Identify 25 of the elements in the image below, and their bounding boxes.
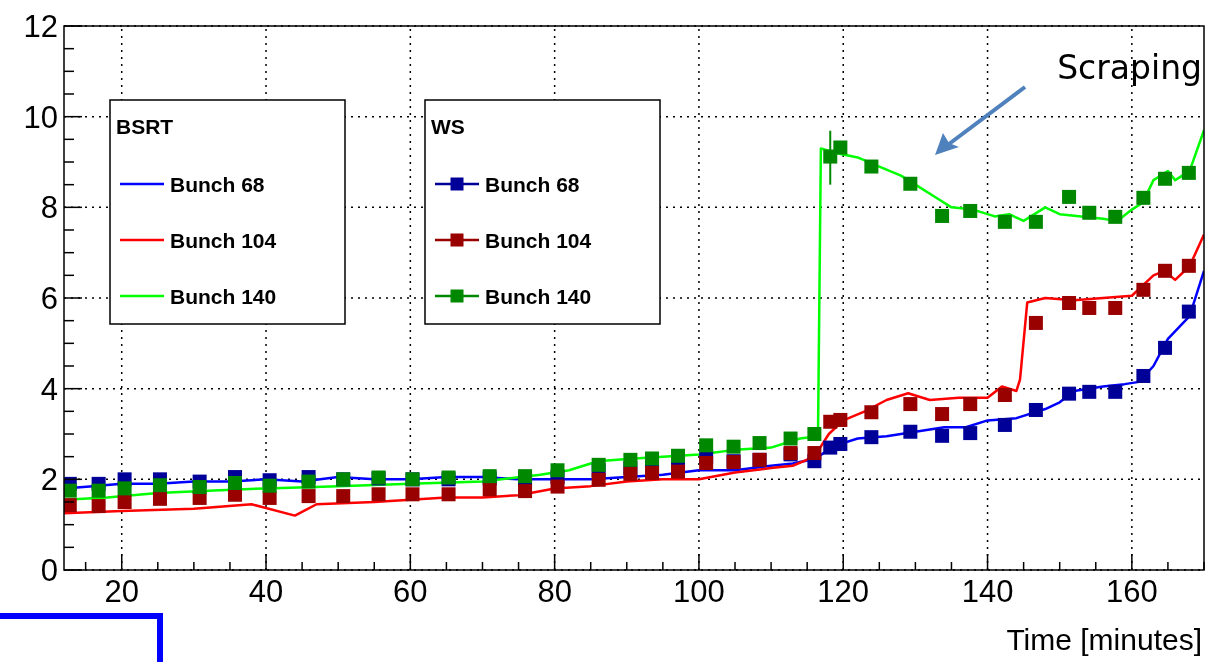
x-tick-label: 160 bbox=[1105, 574, 1158, 609]
annotation: WS bbox=[431, 115, 465, 138]
x-tick-label: 140 bbox=[961, 574, 1014, 609]
x-tick-label: 60 bbox=[393, 574, 428, 609]
legend-label: Bunch 104 bbox=[485, 229, 592, 252]
legend-label: Bunch 68 bbox=[170, 173, 265, 196]
y-tick-label: 10 bbox=[23, 99, 58, 135]
legend-label: Bunch 140 bbox=[170, 285, 277, 308]
x-tick-label: 80 bbox=[537, 574, 572, 609]
y-tick-label: 12 bbox=[23, 9, 58, 44]
y-tick-label: 0 bbox=[40, 553, 58, 588]
y-tick-label: 4 bbox=[40, 371, 58, 407]
annotation: Scraping bbox=[1057, 48, 1202, 87]
y-tick-label: 6 bbox=[40, 281, 58, 316]
x-tick-label: 100 bbox=[673, 574, 725, 609]
annotation: BSRT bbox=[116, 115, 174, 138]
x-tick-label: 40 bbox=[248, 574, 284, 609]
y-tick-label: 2 bbox=[40, 462, 58, 498]
y-tick-label: 8 bbox=[40, 190, 58, 226]
legend-label: Bunch 104 bbox=[170, 229, 277, 252]
x-axis-title: Time [minutes] bbox=[1006, 623, 1202, 656]
x-tick-label: 20 bbox=[104, 574, 139, 609]
x-tick-label: 120 bbox=[817, 574, 870, 609]
legend-label: Bunch 140 bbox=[485, 285, 592, 308]
legend-label: Bunch 68 bbox=[485, 173, 580, 196]
